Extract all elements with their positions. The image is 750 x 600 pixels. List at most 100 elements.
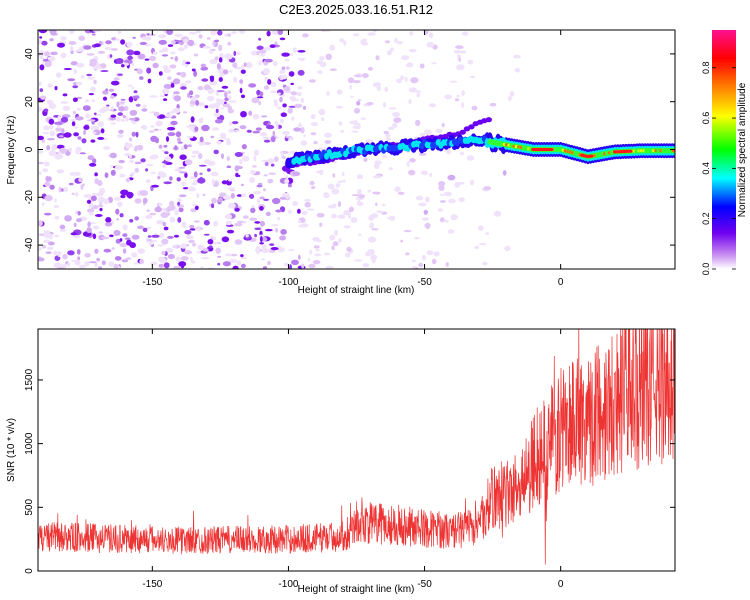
- spectrogram-noise-blob: [249, 177, 256, 183]
- spectrogram-noise-blob: [315, 239, 322, 243]
- spectrogram-noise-blob: [401, 55, 410, 61]
- spectrogram-noise-blob: [102, 96, 108, 101]
- spectrogram-noise-blob: [67, 250, 75, 256]
- spectrogram-noise-blob: [250, 207, 256, 214]
- spectrogram-noise-blob: [175, 256, 181, 262]
- spectrogram-noise-blob: [282, 156, 286, 159]
- spectrogram-noise-blob: [108, 261, 115, 267]
- spectrogram-noise-blob: [365, 251, 371, 257]
- spectrogram-noise-blob: [263, 198, 269, 201]
- spectrogram-noise-blob: [384, 86, 389, 93]
- spectrogram-noise-blob: [102, 90, 109, 95]
- spectrogram-noise-blob: [280, 112, 287, 117]
- spectrogram-noise-blob: [462, 31, 469, 36]
- spectrogram-noise-blob: [446, 150, 452, 155]
- spectrogram-noise-blob: [386, 50, 392, 56]
- spectrogram-noise-blob: [449, 80, 458, 83]
- spectrogram-noise-blob: [421, 254, 426, 261]
- spectrogram-noise-blob: [145, 168, 149, 172]
- spectrogram-noise-blob: [139, 190, 149, 196]
- spectrogram-noise-blob: [180, 243, 187, 249]
- spectrogram-noise-blob: [78, 177, 83, 183]
- spectrogram-noise-blob: [323, 192, 330, 199]
- spectrogram-y-tick-label: -20: [24, 190, 35, 205]
- spectrogram-noise-blob: [86, 208, 95, 213]
- spectrogram-noise-blob: [222, 261, 231, 267]
- spectrogram-noise-blob: [230, 253, 238, 257]
- spectrogram-noise-blob: [284, 178, 290, 185]
- spectrogram-noise-blob: [418, 152, 427, 156]
- spectrogram-noise-blob: [111, 220, 115, 224]
- spectrogram-noise-blob: [90, 195, 97, 201]
- spectrogram-noise-blob: [337, 180, 343, 183]
- spectrogram-noise-blob: [435, 128, 443, 134]
- spectrogram-noise-blob: [274, 156, 279, 162]
- spectrogram-noise-blob: [126, 49, 135, 56]
- spectrogram-noise-blob: [193, 53, 199, 57]
- spectrogram-noise-blob: [418, 202, 427, 207]
- spectrogram-noise-blob: [237, 220, 244, 224]
- spectrogram-noise-blob: [86, 227, 92, 234]
- spectrogram-noise-blob: [188, 31, 198, 35]
- spectrogram-noise-blob: [200, 257, 210, 260]
- spectrogram-y-tick-label: 40: [24, 48, 35, 60]
- spectrogram-noise-blob: [136, 144, 144, 151]
- spectrogram-noise-blob: [252, 130, 261, 134]
- spectrogram-noise-blob: [128, 96, 134, 103]
- spectrogram-noise-blob: [287, 249, 295, 252]
- spectrogram-noise-blob: [259, 53, 266, 57]
- spectrogram-noise-blob: [266, 124, 275, 130]
- spectrogram-noise-blob: [332, 241, 339, 247]
- spectrogram-noise-blob: [70, 45, 74, 52]
- spectrogram-noise-blob: [197, 85, 204, 91]
- spectrogram-noise-blob: [166, 30, 174, 35]
- colorbar-tick-label: 0.6: [701, 112, 711, 125]
- spectrogram-noise-blob: [121, 259, 129, 263]
- spectrogram-noise-blob: [194, 205, 199, 210]
- spectrogram-noise-blob: [290, 82, 295, 86]
- spectrogram-noise-blob: [174, 56, 179, 62]
- spectrogram-noise-blob: [343, 225, 351, 229]
- spectrogram-noise-blob: [62, 105, 71, 111]
- spectrogram-noise-blob: [253, 155, 257, 162]
- spectrogram-noise-blob: [173, 78, 181, 85]
- spectrogram-noise-blob: [186, 135, 194, 139]
- spectrogram-noise-blob: [311, 186, 316, 189]
- spectrogram-noise-blob: [353, 74, 362, 77]
- spectrogram-noise-blob: [110, 80, 120, 86]
- spectrogram-noise-blob: [357, 188, 362, 196]
- spectrogram-noise-blob: [44, 51, 50, 57]
- spectrogram-noise-blob: [194, 181, 198, 185]
- spectrogram-noise-blob: [38, 54, 44, 57]
- spectrogram-noise-blob: [113, 263, 119, 269]
- spectrogram-noise-blob: [73, 222, 77, 228]
- spectrogram-noise-blob: [428, 32, 434, 39]
- snr-y-tick-label: 500: [24, 499, 35, 516]
- spectrogram-noise-blob: [301, 263, 305, 269]
- spectrogram-noise-blob: [409, 31, 414, 36]
- spectrogram-noise-blob: [188, 239, 195, 244]
- spectrogram-noise-blob: [124, 237, 131, 240]
- spectrogram-noise-blob: [209, 75, 215, 83]
- spectrogram-noise-blob: [222, 69, 229, 75]
- spectrogram-noise-blob: [288, 71, 295, 77]
- spectrogram-noise-blob: [59, 135, 64, 138]
- spectrogram-noise-blob: [47, 56, 56, 62]
- spectrogram-noise-blob: [198, 164, 207, 167]
- spectrogram-noise-blob: [126, 239, 132, 246]
- spectrogram-noise-blob: [269, 44, 276, 49]
- spectrogram-noise-blob: [408, 87, 417, 93]
- spectrogram-noise-blob: [203, 219, 210, 226]
- snr-y-label: SNR (10 * v/v): [6, 418, 17, 482]
- spectrogram-noise-blob: [80, 75, 85, 79]
- spectrogram-noise-blob: [479, 243, 487, 246]
- snr-x-tick-label: 0: [558, 579, 564, 590]
- spectrogram-noise-blob: [374, 160, 382, 165]
- spectrogram-noise-blob: [181, 181, 186, 186]
- spectrogram-noise-blob: [62, 253, 68, 260]
- spectrogram-noise-blob: [117, 134, 124, 138]
- spectrogram-noise-blob: [408, 169, 416, 176]
- spectrogram-noise-blob: [321, 117, 325, 122]
- spectrogram-noise-blob: [68, 41, 77, 45]
